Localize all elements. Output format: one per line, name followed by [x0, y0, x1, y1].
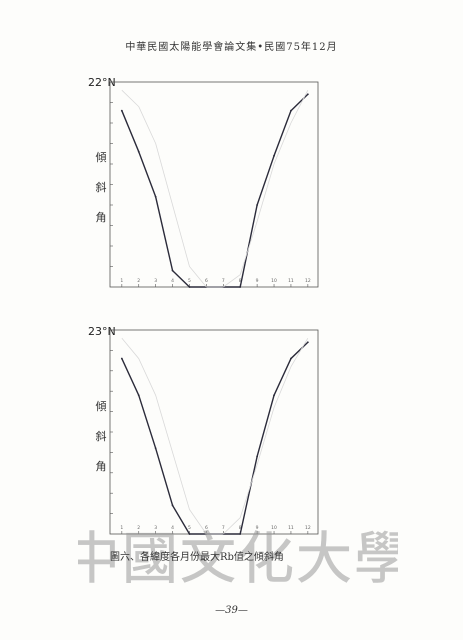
- data-point: [290, 109, 292, 112]
- x-tick-label: 7: [222, 278, 225, 284]
- ylabel-char: 斜: [95, 430, 107, 443]
- x-tick-label: 1: [120, 525, 123, 531]
- journal-header: 中華民國太陽能學會論文集•民國75年12月: [125, 42, 338, 53]
- data-point: [154, 447, 157, 450]
- data-point: [171, 269, 174, 272]
- plot-frame: [109, 329, 319, 535]
- x-tick-label: 8: [239, 278, 242, 284]
- ylabel-char: 傾: [95, 400, 107, 413]
- latitude-label-22n: 22°N: [88, 76, 116, 89]
- data-point: [256, 204, 259, 206]
- data-point: [120, 109, 123, 112]
- data-point: [306, 341, 309, 344]
- ylabel-char: 斜: [95, 181, 107, 194]
- data-point: [120, 357, 123, 360]
- series-line-max-rb: [121, 341, 309, 535]
- x-tick-label: 3: [154, 525, 157, 531]
- x-tick-label: 7: [222, 525, 225, 531]
- x-tick-label: 6: [205, 278, 208, 284]
- data-point: [290, 357, 292, 360]
- data-point: [171, 504, 174, 507]
- data-point: [273, 394, 275, 397]
- x-tick-label: 2: [137, 525, 140, 531]
- x-tick-label: 12: [305, 525, 311, 531]
- ylabel-char: 傾: [95, 151, 107, 164]
- x-tick-label: 10: [271, 525, 277, 531]
- x-tick-label: 3: [154, 278, 157, 284]
- data-point: [273, 154, 275, 157]
- x-tick-label: 5: [188, 525, 191, 531]
- figure-caption: 圖六、各緯度各月份最大Rb值之傾斜角: [110, 552, 284, 563]
- data-point: [188, 286, 191, 288]
- university-watermark: 中國文化大學: [78, 527, 398, 592]
- x-tick-label: 6: [205, 525, 208, 531]
- data-point: [239, 286, 242, 288]
- data-point: [239, 533, 242, 535]
- ylabel-chart-1: 傾 斜 角: [94, 143, 108, 233]
- data-point: [137, 394, 140, 397]
- latitude-label-23n: 23°N: [88, 325, 116, 338]
- data-point: [137, 150, 140, 153]
- ylabel-chart-2: 傾 斜 角: [94, 392, 108, 482]
- watermark-text: 中國文化大學: [78, 527, 398, 592]
- x-tick-label: 5: [188, 278, 191, 284]
- x-tick-label: 8: [239, 525, 242, 531]
- series-line-faint: [121, 89, 309, 288]
- x-tick-label: 1: [120, 278, 123, 284]
- x-tick-label: 11: [288, 525, 294, 531]
- x-tick-label: 12: [305, 278, 311, 284]
- x-tick-label: 9: [256, 278, 259, 284]
- series-line-faint: [121, 337, 309, 535]
- x-tick-label: 9: [256, 525, 259, 531]
- x-tick-label: 4: [171, 278, 174, 284]
- ylabel-char: 角: [95, 211, 107, 224]
- x-tick-label: 11: [288, 278, 294, 284]
- x-tick-label: 4: [171, 525, 174, 531]
- ylabel-char: 角: [95, 460, 107, 473]
- x-tick-label: 10: [271, 278, 277, 284]
- data-point: [154, 195, 157, 198]
- page-number: —39—: [215, 605, 248, 616]
- data-point: [188, 533, 191, 535]
- data-point: [306, 93, 309, 96]
- x-tick-label: 2: [137, 278, 140, 284]
- data-point: [256, 455, 259, 458]
